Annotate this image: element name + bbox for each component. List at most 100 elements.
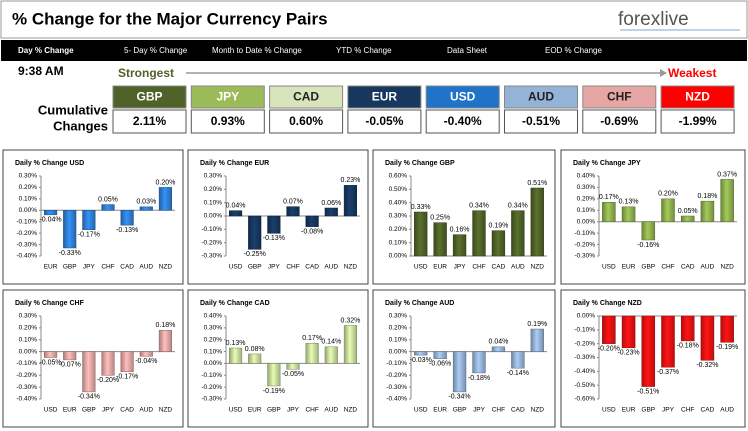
y-tick-label: -0.10% <box>16 360 37 367</box>
bar <box>44 210 58 216</box>
x-tick-label: CHF <box>286 264 299 271</box>
x-tick-label: AUD <box>701 264 715 271</box>
value-label: 0.03% <box>136 199 156 206</box>
x-tick-label: AUD <box>511 264 525 271</box>
y-tick-label: -0.20% <box>386 372 407 379</box>
x-tick-label: AUD <box>139 264 153 271</box>
value-label: -0.20% <box>97 377 119 384</box>
y-tick-label: 0.20% <box>19 184 38 191</box>
value-label: -0.05% <box>282 371 304 378</box>
y-tick-label: -0.20% <box>201 239 222 246</box>
bar <box>720 315 734 343</box>
y-tick-label: -0.30% <box>201 396 222 403</box>
value-label: -0.13% <box>116 227 138 234</box>
y-tick-label: -0.10% <box>201 372 222 379</box>
tab[interactable]: 5- Day % Change <box>124 46 188 55</box>
currency-name: USD <box>450 90 476 104</box>
bar <box>286 206 300 217</box>
value-box <box>112 109 187 134</box>
y-tick-label: -0.20% <box>574 340 595 347</box>
x-tick-label: USD <box>44 407 58 414</box>
x-tick-label: USD <box>229 264 243 271</box>
strongest-label: Strongest <box>118 66 174 80</box>
bar <box>700 200 715 222</box>
y-tick-label: 0.10% <box>19 336 38 343</box>
bar <box>661 198 675 222</box>
y-tick-label: 0.00% <box>204 360 223 367</box>
chart-panel <box>372 149 556 285</box>
value-box <box>347 109 422 134</box>
bar <box>248 215 262 250</box>
bar <box>414 351 428 356</box>
bar <box>641 221 656 241</box>
x-tick-label: GBP <box>63 264 77 271</box>
value-label: -0.32% <box>696 362 718 369</box>
y-tick-label: 0.10% <box>389 336 408 343</box>
bar <box>472 351 486 374</box>
tab[interactable]: Month to Date % Change <box>212 46 302 55</box>
x-tick-label: NZD <box>531 407 545 414</box>
y-tick-label: -0.50% <box>574 382 595 389</box>
y-tick-label: -0.40% <box>16 396 37 403</box>
tab[interactable]: Data Sheet <box>447 46 488 55</box>
x-tick-label: CAD <box>511 407 525 414</box>
x-tick-label: AUD <box>720 407 734 414</box>
weakest-label: Weakest <box>668 66 716 80</box>
bar <box>641 315 656 387</box>
x-tick-label: JPY <box>102 407 115 414</box>
x-tick-label: JPY <box>83 264 96 271</box>
currency-box <box>504 85 578 109</box>
value-label: -0.08% <box>301 229 323 236</box>
y-tick-label: 0.00% <box>389 348 408 355</box>
value-label: -0.07% <box>59 362 81 369</box>
bar <box>452 351 467 393</box>
x-tick-label: GBP <box>641 407 655 414</box>
value-label: 0.05% <box>98 196 118 203</box>
y-tick-label: -0.30% <box>16 384 37 391</box>
bar <box>139 206 153 211</box>
currency-value: -0.05% <box>365 114 403 128</box>
currency-name: NZD <box>685 90 710 104</box>
bar <box>44 351 58 358</box>
currency-name: CHF <box>607 90 632 104</box>
y-tick-label: -0.10% <box>201 226 222 233</box>
y-tick-label: -0.60% <box>574 396 595 403</box>
tab[interactable]: YTD % Change <box>336 46 392 55</box>
value-label: 0.20% <box>658 191 678 198</box>
x-tick-label: GBP <box>641 264 655 271</box>
y-tick-label: 0.00% <box>19 348 38 355</box>
x-tick-label: USD <box>414 407 428 414</box>
value-label: 0.18% <box>155 322 175 329</box>
x-tick-label: CAD <box>681 264 695 271</box>
bar <box>720 179 734 222</box>
bar <box>82 351 96 393</box>
x-tick-label: AUD <box>324 407 338 414</box>
y-tick-label: 0.20% <box>19 325 38 332</box>
chart-title: Daily % Change JPY <box>573 160 641 167</box>
currency-box <box>660 85 735 109</box>
value-label: -0.16% <box>637 242 659 249</box>
value-label: 0.18% <box>697 193 717 200</box>
tab[interactable]: Day % Change <box>18 46 74 55</box>
value-label: 0.37% <box>717 171 737 178</box>
currency-box <box>347 85 422 109</box>
logo: forexlive <box>618 9 689 30</box>
bar <box>433 222 447 257</box>
currency-name: AUD <box>528 90 554 104</box>
bar <box>343 185 357 217</box>
y-tick-label: 0.40% <box>204 313 223 320</box>
y-tick-label: -0.20% <box>574 241 595 248</box>
value-label: 0.25% <box>430 215 450 222</box>
y-tick-label: 0.20% <box>389 325 408 332</box>
value-box <box>504 109 578 134</box>
y-tick-label: 0.20% <box>389 226 408 233</box>
y-tick-label: -0.40% <box>386 396 407 403</box>
y-tick-label: 0.30% <box>204 325 223 332</box>
currency-value: -0.51% <box>522 114 560 128</box>
value-label: 0.16% <box>450 227 470 234</box>
bar <box>433 351 447 359</box>
value-label: -0.20% <box>598 346 620 353</box>
tab[interactable]: EOD % Change <box>545 46 602 55</box>
x-tick-label: NZD <box>344 264 358 271</box>
value-label: -0.13% <box>263 235 285 242</box>
